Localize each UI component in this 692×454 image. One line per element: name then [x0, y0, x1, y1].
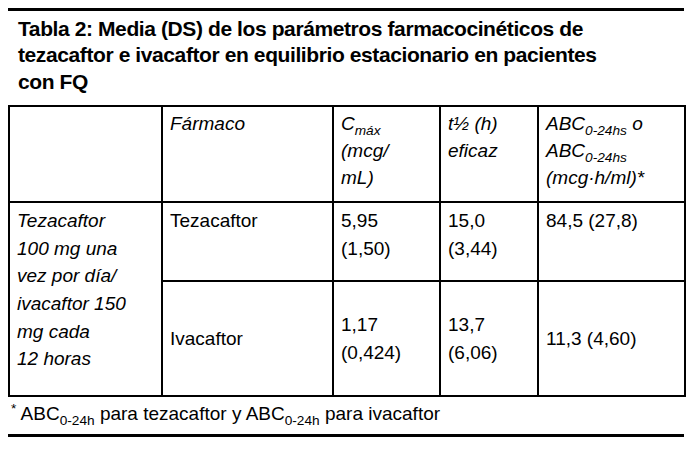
- table-row-tezacaftor: Tezacaftor 100 mg una vez por día/ ivaca…: [9, 202, 685, 281]
- column-header-abc: ABC0-24hs oABC0-24hs(mcg·h/ml)*: [538, 106, 685, 202]
- table-title: Tabla 2: Media (DS) de los parámetros fa…: [18, 16, 684, 95]
- drug-name-cell: Tezacaftor: [162, 202, 333, 281]
- footnote-subscript-1: 0-24h: [60, 413, 95, 428]
- top-rule: [8, 8, 684, 11]
- abc-value-cell: 84,5 (27,8): [538, 202, 685, 281]
- half-life-value-cell: 15,0 (3,44): [440, 202, 538, 281]
- dose-regimen-cell: Tezacaftor 100 mg una vez por día/ ivaca…: [9, 202, 162, 396]
- column-header-farmaco: Fármaco: [162, 106, 333, 202]
- document-sheet: Tabla 2: Media (DS) de los parámetros fa…: [0, 0, 692, 437]
- abc-unit: (mcg·h/ml)*: [546, 167, 644, 188]
- cmax-subscript: máx: [355, 123, 381, 138]
- pharmacokinetics-table: Fármaco Cmáx(mcg/ mL) t½ (h) eficaz ABC0…: [8, 105, 686, 397]
- column-header-cmax: Cmáx(mcg/ mL): [333, 106, 440, 202]
- abc-subscript-1: 0-24hs: [585, 123, 627, 138]
- cmax-symbol: C: [341, 113, 355, 134]
- abc-value-cell: 11,3 (4,60): [538, 281, 685, 396]
- column-header-half-life: t½ (h) eficaz: [440, 106, 538, 202]
- footnote-text-3: para ivacaftor: [320, 403, 440, 424]
- cmax-unit: (mcg/ mL): [341, 138, 432, 191]
- footnote-text-1: ABC: [16, 403, 59, 424]
- abc-conjunction: o: [627, 113, 643, 134]
- drug-name-cell: Ivacaftor: [162, 281, 333, 396]
- abc-subscript-2: 0-24hs: [585, 150, 627, 165]
- column-header-empty: [9, 106, 162, 202]
- footnote-text-2: para tezacaftor y ABC: [95, 403, 285, 424]
- table-footnote: * ABC0-24h para tezacaftor y ABC0-24h pa…: [11, 403, 684, 425]
- cmax-value-cell: 1,17 (0,424): [333, 281, 440, 396]
- table-header-row: Fármaco Cmáx(mcg/ mL) t½ (h) eficaz ABC0…: [9, 106, 685, 202]
- half-life-value-cell: 13,7 (6,06): [440, 281, 538, 396]
- abc-symbol-2: ABC: [546, 140, 585, 161]
- bottom-rule: [8, 434, 684, 437]
- footnote-subscript-2: 0-24h: [285, 413, 320, 428]
- cmax-value-cell: 5,95 (1,50): [333, 202, 440, 281]
- abc-symbol-1: ABC: [546, 113, 585, 134]
